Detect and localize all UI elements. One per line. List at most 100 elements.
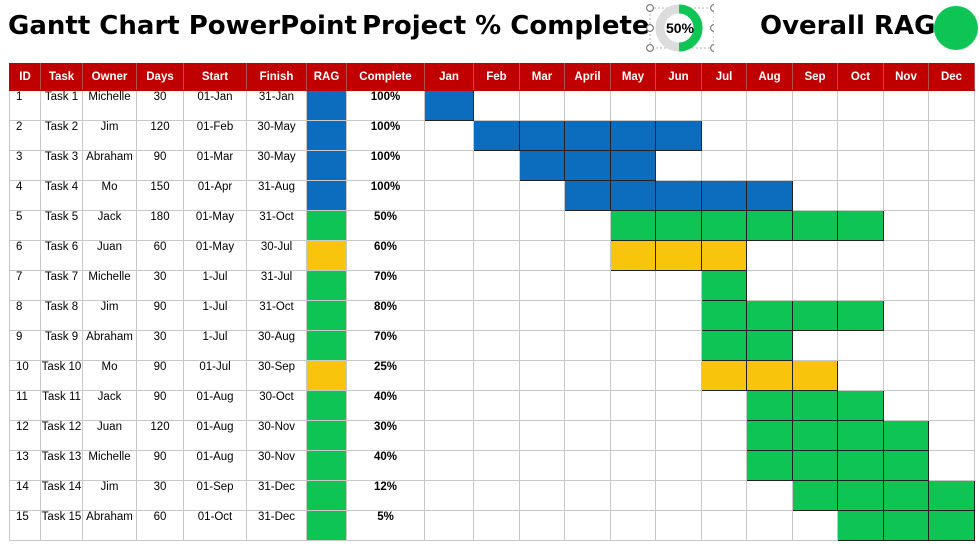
gantt-empty-cell	[610, 390, 656, 421]
task-days: 120	[136, 120, 184, 151]
table-row[interactable]: 4 Task 4 Mo 150 01-Apr 31-Aug 100%	[9, 180, 975, 211]
gantt-empty-cell	[883, 210, 929, 241]
gantt-empty-cell	[473, 180, 520, 211]
task-name: Task 1	[40, 90, 83, 121]
task-start: 1-Jul	[183, 270, 247, 301]
task-name: Task 9	[40, 330, 83, 361]
task-start: 01-Apr	[183, 180, 247, 211]
task-finish: 31-Oct	[246, 300, 307, 331]
task-name: Task 6	[40, 240, 83, 271]
gantt-empty-cell	[837, 90, 884, 121]
task-id: 3	[9, 150, 41, 181]
task-days: 30	[136, 480, 184, 511]
gantt-empty-cell	[928, 150, 975, 181]
task-complete: 30%	[346, 420, 425, 451]
task-finish: 31-Jul	[246, 270, 307, 301]
table-row[interactable]: 1 Task 1 Michelle 30 01-Jan 31-Jan 100%	[9, 90, 975, 121]
table-row[interactable]: 8 Task 8 Jim 90 1-Jul 31-Oct 80%	[9, 300, 975, 331]
gantt-bar-cell	[792, 420, 838, 451]
gantt-empty-cell	[519, 390, 565, 421]
gantt-bar-cell	[610, 120, 656, 151]
table-row[interactable]: 15 Task 15 Abraham 60 01-Oct 31-Dec 5%	[9, 510, 975, 541]
task-id: 8	[9, 300, 41, 331]
gantt-empty-cell	[424, 210, 474, 241]
project-complete-title: Project % Complete	[362, 11, 650, 41]
gantt-empty-cell	[424, 270, 474, 301]
gantt-empty-cell	[473, 330, 520, 361]
gantt-bar-cell	[519, 150, 565, 181]
table-row[interactable]: 14 Task 14 Jim 30 01-Sep 31-Dec 12%	[9, 480, 975, 511]
task-complete: 70%	[346, 270, 425, 301]
resize-handle-ne[interactable]	[710, 4, 714, 12]
gantt-empty-cell	[564, 90, 611, 121]
col-header-start: Start	[183, 63, 247, 91]
task-complete: 50%	[346, 210, 425, 241]
table-row[interactable]: 11 Task 11 Jack 90 01-Aug 30-Oct 40%	[9, 390, 975, 421]
resize-handle-sw[interactable]	[646, 44, 654, 52]
task-start: 01-Jul	[183, 360, 247, 391]
task-name: Task 11	[40, 390, 83, 421]
gantt-bar-cell	[655, 210, 702, 241]
month-header-mar: Mar	[519, 63, 565, 91]
month-header-jan: Jan	[424, 63, 474, 91]
table-row[interactable]: 3 Task 3 Abraham 90 01-Mar 30-May 100%	[9, 150, 975, 181]
gantt-bar-cell	[424, 90, 474, 121]
rag-status-cell	[306, 330, 347, 361]
gantt-empty-cell	[519, 480, 565, 511]
table-row[interactable]: 10 Task 10 Mo 90 01-Jul 30-Sep 25%	[9, 360, 975, 391]
resize-handle-w[interactable]	[646, 24, 654, 32]
task-name: Task 2	[40, 120, 83, 151]
month-header-dec: Dec	[928, 63, 975, 91]
task-complete: 100%	[346, 120, 425, 151]
gantt-empty-cell	[564, 330, 611, 361]
rag-status-cell	[306, 90, 347, 121]
month-header-aug: Aug	[746, 63, 793, 91]
gantt-empty-cell	[655, 450, 702, 481]
gantt-empty-cell	[564, 240, 611, 271]
gantt-body: 1 Task 1 Michelle 30 01-Jan 31-Jan 100% 2 Task 2…	[9, 90, 975, 541]
rag-status-cell	[306, 480, 347, 511]
gantt-empty-cell	[610, 480, 656, 511]
task-complete: 5%	[346, 510, 425, 541]
task-finish: 31-Dec	[246, 480, 307, 511]
gantt-bar-cell	[792, 360, 838, 391]
month-header-nov: Nov	[883, 63, 929, 91]
table-row[interactable]: 6 Task 6 Juan 60 01-May 30-Jul 60%	[9, 240, 975, 271]
gantt-empty-cell	[792, 270, 838, 301]
gantt-bar-cell	[701, 180, 747, 211]
gantt-empty-cell	[473, 450, 520, 481]
table-row[interactable]: 2 Task 2 Jim 120 01-Feb 30-May 100%	[9, 120, 975, 151]
table-row[interactable]: 9 Task 9 Abraham 30 1-Jul 30-Aug 70%	[9, 330, 975, 361]
gantt-empty-cell	[473, 390, 520, 421]
gantt-empty-cell	[424, 150, 474, 181]
task-start: 01-Sep	[183, 480, 247, 511]
table-row[interactable]: 7 Task 7 Michelle 30 1-Jul 31-Jul 70%	[9, 270, 975, 301]
table-row[interactable]: 12 Task 12 Juan 120 01-Aug 30-Nov 30%	[9, 420, 975, 451]
gantt-bar-cell	[746, 300, 793, 331]
task-owner: Jack	[82, 390, 137, 421]
gantt-empty-cell	[519, 240, 565, 271]
gantt-bar-cell	[610, 150, 656, 181]
donut-progress-arc	[678, 4, 703, 52]
gantt-bar-cell	[837, 480, 884, 511]
gantt-bar-cell	[883, 450, 929, 481]
task-finish: 30-Aug	[246, 330, 307, 361]
task-name: Task 10	[40, 360, 83, 391]
project-complete-donut[interactable]: 50%	[644, 3, 714, 53]
task-start: 01-Aug	[183, 420, 247, 451]
gantt-empty-cell	[928, 420, 975, 451]
task-name: Task 7	[40, 270, 83, 301]
gantt-empty-cell	[837, 270, 884, 301]
gantt-bar-cell	[792, 210, 838, 241]
gantt-empty-cell	[473, 210, 520, 241]
resize-handle-nw[interactable]	[646, 4, 654, 12]
table-row[interactable]: 13 Task 13 Michelle 90 01-Aug 30-Nov 40%	[9, 450, 975, 481]
table-row[interactable]: 5 Task 5 Jack 180 01-May 31-Oct 50%	[9, 210, 975, 241]
gantt-empty-cell	[519, 210, 565, 241]
gantt-empty-cell	[746, 480, 793, 511]
gantt-bar-cell	[564, 150, 611, 181]
gantt-empty-cell	[610, 300, 656, 331]
resize-handle-se[interactable]	[710, 44, 714, 52]
resize-handle-e[interactable]	[710, 24, 714, 32]
gantt-empty-cell	[564, 480, 611, 511]
